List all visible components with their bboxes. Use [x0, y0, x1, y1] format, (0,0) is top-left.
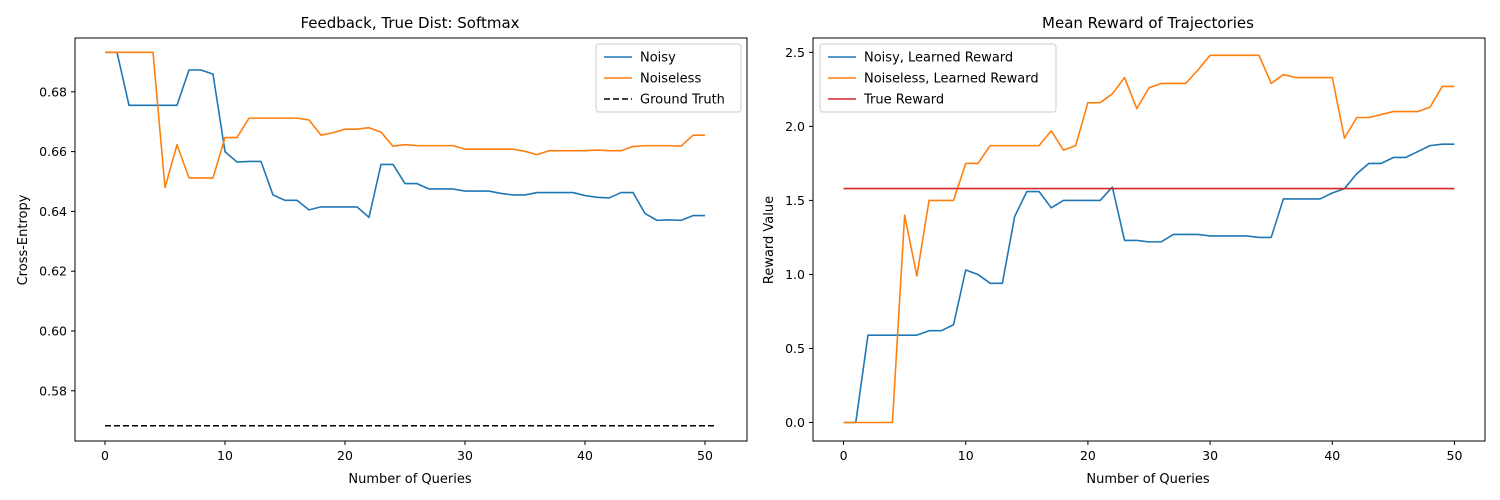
series-lines: [105, 51, 717, 427]
chart-title: Feedback, True Dist: Softmax: [300, 14, 519, 32]
x-tick-label: 20: [1080, 448, 1096, 463]
y-tick-label: 0.60: [39, 323, 67, 338]
mean-reward-chart: Mean Reward of Trajectories Number of Qu…: [762, 14, 1486, 487]
series-line-noisy: [105, 51, 705, 222]
series-line-noiseless: [105, 51, 705, 189]
y-tick-label: 0.66: [39, 144, 67, 159]
x-axis-label: Number of Queries: [1086, 472, 1209, 487]
legend-entry: True Reward: [863, 93, 944, 108]
plot-frame: [74, 37, 748, 442]
y-tick-label: 1.0: [785, 267, 805, 282]
y-tick-label: 1.5: [785, 193, 805, 208]
plot-frame: [812, 37, 1486, 442]
x-axis-label: Number of Queries: [348, 472, 471, 487]
legend-box: [819, 43, 1057, 113]
y-tick-label: 0.5: [785, 341, 805, 356]
x-tick-label: 50: [1447, 448, 1463, 463]
legend-entry: Noiseless: [640, 72, 701, 87]
x-tick-label: 10: [217, 448, 233, 463]
x-tick-label: 30: [1202, 448, 1218, 463]
y-tick-label: 0.64: [39, 204, 67, 219]
y-tick-label: 0.58: [39, 383, 67, 398]
chart-title: Mean Reward of Trajectories: [1042, 14, 1254, 32]
cross-entropy-chart: Feedback, True Dist: Softmax Number of Q…: [16, 14, 748, 487]
axis-ticks: 0 10 20 30 40 50 0.0 0.5 1.0 1.5 2.0 2.5: [785, 45, 1462, 463]
legend-entry: Noisy, Learned Reward: [864, 51, 1013, 66]
x-tick-label: 0: [101, 448, 109, 463]
legend-entry: Noiseless, Learned Reward: [864, 72, 1039, 87]
series-line-noiseless-learned-reward: [843, 54, 1455, 424]
x-tick-label: 0: [840, 448, 848, 463]
legend: Noisy Noiseless Ground Truth: [595, 43, 742, 113]
y-tick-label: 0.62: [39, 264, 67, 279]
y-tick-label: 0.0: [785, 415, 805, 430]
y-axis-label: Reward Value: [762, 196, 777, 284]
x-tick-label: 10: [958, 448, 974, 463]
x-tick-label: 20: [337, 448, 353, 463]
legend-entry: Ground Truth: [640, 93, 725, 108]
y-axis-label: Cross-Entropy: [16, 194, 31, 285]
y-tick-label: 2.5: [785, 45, 805, 60]
axis-ticks: 0 10 20 30 40 50 0.58 0.60 0.62 0.64 0.66 0.68: [39, 84, 713, 463]
legend: Noisy, Learned Reward Noiseless, Learned …: [819, 43, 1057, 113]
legend-entry: Noisy: [640, 51, 676, 66]
y-tick-label: 2.0: [785, 119, 805, 134]
x-tick-label: 40: [1324, 448, 1340, 463]
series-lines: [843, 54, 1455, 424]
legend-box: [595, 43, 742, 113]
x-tick-label: 30: [457, 448, 473, 463]
x-tick-label: 40: [577, 448, 593, 463]
y-tick-label: 0.68: [39, 84, 67, 99]
x-tick-label: 50: [697, 448, 713, 463]
series-line-noisy-learned-reward: [843, 143, 1455, 424]
